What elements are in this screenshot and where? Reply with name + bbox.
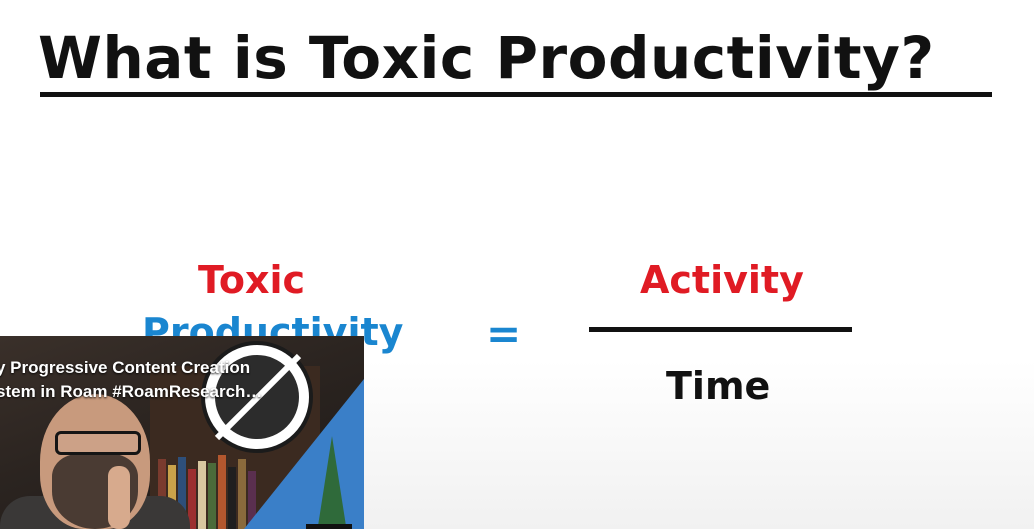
miniplayer-progress-bar xyxy=(306,524,352,529)
equals-sign: = xyxy=(486,309,522,358)
glasses-icon xyxy=(55,431,141,455)
person-hand xyxy=(108,466,130,529)
book xyxy=(178,457,186,529)
miniplayer-title-line2: stem in Roam #RoamResearch… xyxy=(0,382,263,401)
book xyxy=(158,459,166,529)
fraction-bar xyxy=(589,327,852,332)
book xyxy=(228,467,236,529)
fraction-denominator: Time xyxy=(666,364,771,408)
crossed-out-roam-logo-icon xyxy=(201,341,313,453)
term-toxic: Toxic xyxy=(198,258,306,302)
book xyxy=(168,465,176,529)
miniplayer-title[interactable]: y Progressive Content Creation stem in R… xyxy=(0,356,364,404)
miniplayer[interactable]: y Progressive Content Creation stem in R… xyxy=(0,336,364,529)
book xyxy=(218,455,226,529)
miniplayer-title-line1: y Progressive Content Creation xyxy=(0,358,251,377)
fraction-numerator: Activity xyxy=(640,258,804,302)
book xyxy=(238,459,246,529)
title-underline xyxy=(40,92,992,97)
book xyxy=(208,463,216,529)
tree-graphic xyxy=(318,436,346,526)
book xyxy=(198,461,206,529)
book xyxy=(188,469,196,529)
slide-title: What is Toxic Productivity? xyxy=(38,24,935,92)
